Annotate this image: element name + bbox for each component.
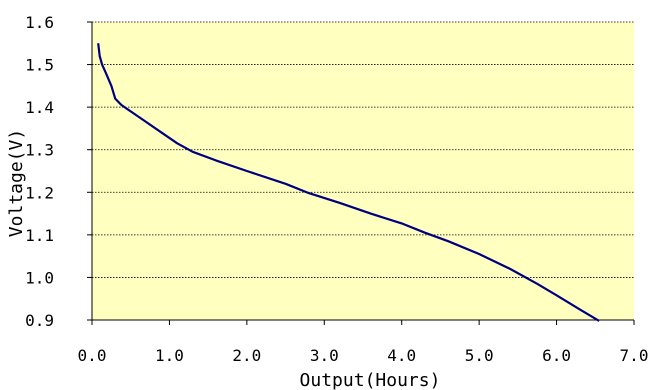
- y-tick-label-1: 1.0: [25, 268, 54, 287]
- x-tick-label-4: 4.0: [387, 346, 416, 365]
- x-tick-label-7: 7.0: [620, 346, 649, 365]
- y-axis-title: Voltage(V): [6, 129, 27, 237]
- y-tick-label-4: 1.3: [25, 141, 54, 160]
- x-tick-labels: 0.0 1.0 2.0 3.0 4.0 5.0 6.0 7.0: [78, 320, 649, 365]
- x-axis-title: Output(Hours): [300, 370, 441, 390]
- y-tick-labels: 0.9 1.0 1.1 1.2 1.3 1.4 1.5 1.6: [25, 13, 92, 330]
- y-tick-label-3: 1.2: [25, 183, 54, 202]
- x-tick-label-1: 1.0: [155, 346, 184, 365]
- y-tick-label-0: 0.9: [25, 311, 54, 330]
- series-line-0: [97, 43, 600, 322]
- y-tick-label-5: 1.4: [25, 98, 54, 117]
- x-tick-label-6: 6.0: [542, 346, 571, 365]
- y-tick-label-7: 1.6: [25, 13, 54, 32]
- x-tick-label-0: 0.0: [78, 346, 107, 365]
- x-tick-label-2: 2.0: [232, 346, 261, 365]
- y-tick-label-2: 1.1: [25, 226, 54, 245]
- plot-area: [92, 22, 634, 320]
- gridlines: [92, 21, 634, 278]
- x-tick-label-5: 5.0: [465, 346, 494, 365]
- series-group: [97, 43, 600, 322]
- x-tick-label-3: 3.0: [310, 346, 339, 365]
- y-tick-label-6: 1.5: [25, 56, 54, 75]
